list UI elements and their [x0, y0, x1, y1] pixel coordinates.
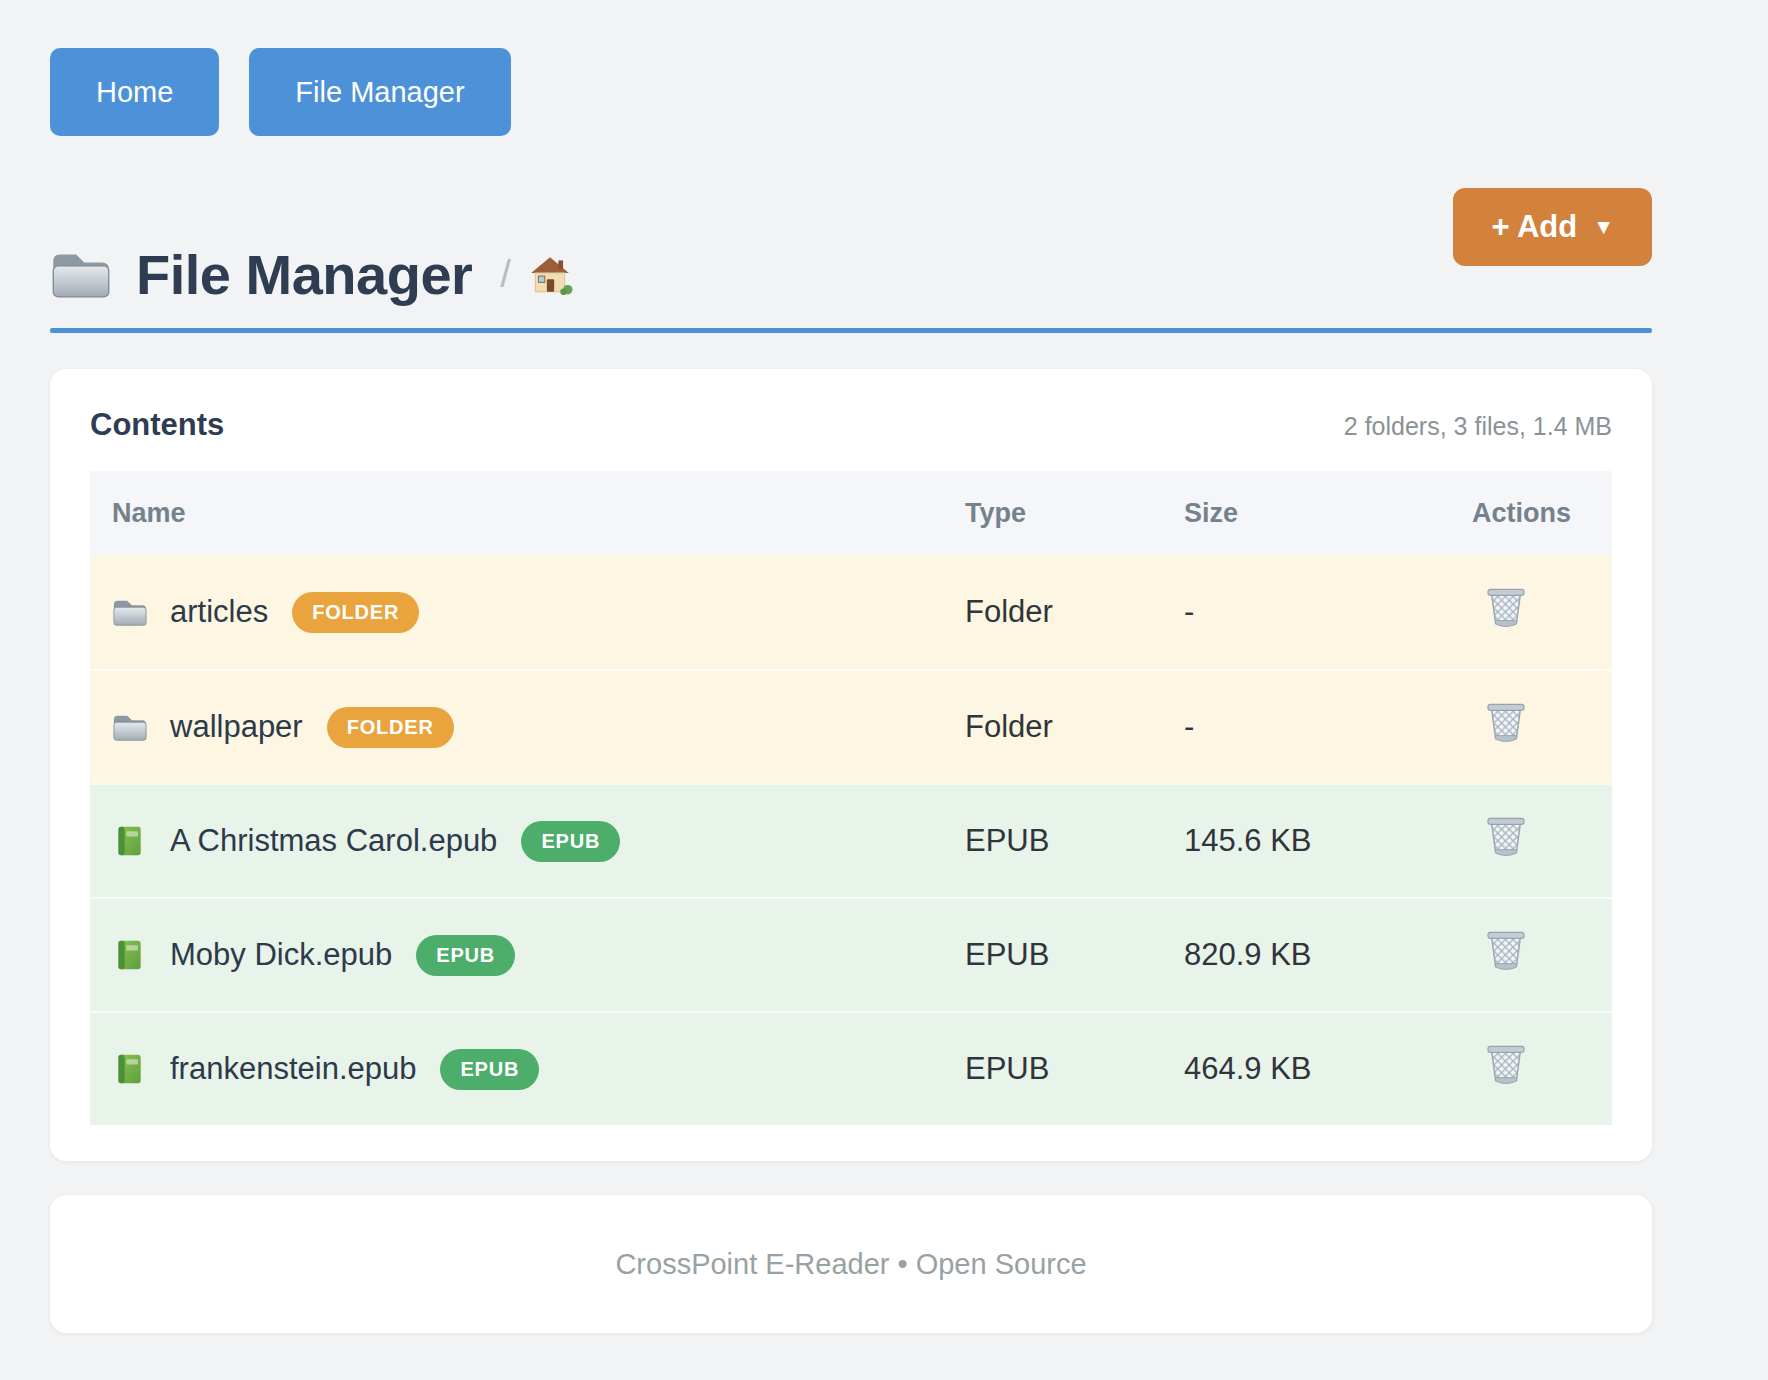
folder-icon	[112, 596, 148, 628]
page-header: File Manager / + Add ▼	[50, 232, 1652, 316]
add-button-label: + Add	[1491, 209, 1577, 245]
table-row-christmas-carol: A Christmas Carol.epub EPUB EPUB 145.6 K…	[90, 783, 1612, 897]
file-table: Name Type Size Actions articles FOLDER F…	[90, 471, 1612, 1125]
trash-icon	[1486, 700, 1526, 746]
table-row-articles: articles FOLDER Folder -	[90, 555, 1612, 669]
contents-card: Contents 2 folders, 3 files, 1.4 MB Name…	[50, 369, 1652, 1161]
name-cell[interactable]: Moby Dick.epub EPUB	[90, 935, 965, 976]
epub-badge: EPUB	[521, 821, 620, 862]
column-header-name: Name	[90, 498, 965, 529]
name-cell[interactable]: wallpaper FOLDER	[90, 707, 965, 748]
size-cell: 820.9 KB	[1184, 937, 1472, 973]
header-divider	[50, 328, 1652, 333]
folder-icon	[50, 247, 112, 301]
book-icon	[112, 939, 148, 971]
item-name: wallpaper	[170, 709, 303, 745]
column-header-size: Size	[1184, 498, 1472, 529]
home-icon	[527, 253, 573, 295]
contents-card-header: Contents 2 folders, 3 files, 1.4 MB	[90, 407, 1612, 443]
size-cell: -	[1184, 709, 1472, 745]
home-nav-button[interactable]: Home	[50, 48, 219, 136]
delete-button[interactable]	[1486, 585, 1526, 631]
name-cell[interactable]: frankenstein.epub EPUB	[90, 1049, 965, 1090]
epub-badge: EPUB	[440, 1049, 539, 1090]
trash-icon	[1486, 585, 1526, 631]
actions-cell	[1472, 700, 1612, 754]
item-name: A Christmas Carol.epub	[170, 823, 497, 859]
type-cell: Folder	[965, 709, 1184, 745]
breadcrumb-separator: /	[500, 253, 511, 296]
contents-summary: 2 folders, 3 files, 1.4 MB	[1344, 412, 1612, 441]
size-cell: -	[1184, 594, 1472, 630]
table-header-row: Name Type Size Actions	[90, 471, 1612, 555]
contents-title: Contents	[90, 407, 224, 443]
item-name: articles	[170, 594, 268, 630]
top-navigation: Home File Manager	[50, 0, 1652, 136]
type-cell: Folder	[965, 594, 1184, 630]
item-name: Moby Dick.epub	[170, 937, 392, 973]
delete-button[interactable]	[1486, 700, 1526, 746]
table-row-wallpaper: wallpaper FOLDER Folder -	[90, 669, 1612, 783]
folder-badge: FOLDER	[327, 707, 454, 748]
add-button[interactable]: + Add ▼	[1453, 188, 1652, 266]
footer-card: CrossPoint E-Reader • Open Source	[50, 1195, 1652, 1333]
epub-badge: EPUB	[416, 935, 515, 976]
book-icon	[112, 825, 148, 857]
delete-button[interactable]	[1486, 928, 1526, 974]
type-cell: EPUB	[965, 823, 1184, 859]
actions-cell	[1472, 814, 1612, 868]
folder-icon	[112, 711, 148, 743]
actions-cell	[1472, 928, 1612, 982]
type-cell: EPUB	[965, 1051, 1184, 1087]
page-content: Home File Manager File Manager / + Add ▼	[50, 0, 1652, 1333]
caret-down-icon: ▼	[1593, 215, 1614, 239]
column-header-type: Type	[965, 498, 1184, 529]
trash-icon	[1486, 1042, 1526, 1088]
size-cell: 464.9 KB	[1184, 1051, 1472, 1087]
trash-icon	[1486, 814, 1526, 860]
column-header-actions: Actions	[1472, 498, 1612, 529]
table-row-frankenstein: frankenstein.epub EPUB EPUB 464.9 KB	[90, 1011, 1612, 1125]
actions-cell	[1472, 1042, 1612, 1096]
actions-cell	[1472, 585, 1612, 639]
type-cell: EPUB	[965, 937, 1184, 973]
page-title: File Manager	[136, 242, 472, 307]
name-cell[interactable]: articles FOLDER	[90, 592, 965, 633]
item-name: frankenstein.epub	[170, 1051, 416, 1087]
trash-icon	[1486, 928, 1526, 974]
file-manager-nav-button[interactable]: File Manager	[249, 48, 510, 136]
book-icon	[112, 1053, 148, 1085]
delete-button[interactable]	[1486, 814, 1526, 860]
size-cell: 145.6 KB	[1184, 823, 1472, 859]
folder-badge: FOLDER	[292, 592, 419, 633]
delete-button[interactable]	[1486, 1042, 1526, 1088]
table-row-moby-dick: Moby Dick.epub EPUB EPUB 820.9 KB	[90, 897, 1612, 1011]
footer-text: CrossPoint E-Reader • Open Source	[615, 1248, 1086, 1281]
name-cell[interactable]: A Christmas Carol.epub EPUB	[90, 821, 965, 862]
breadcrumb-home-link[interactable]	[527, 253, 573, 295]
